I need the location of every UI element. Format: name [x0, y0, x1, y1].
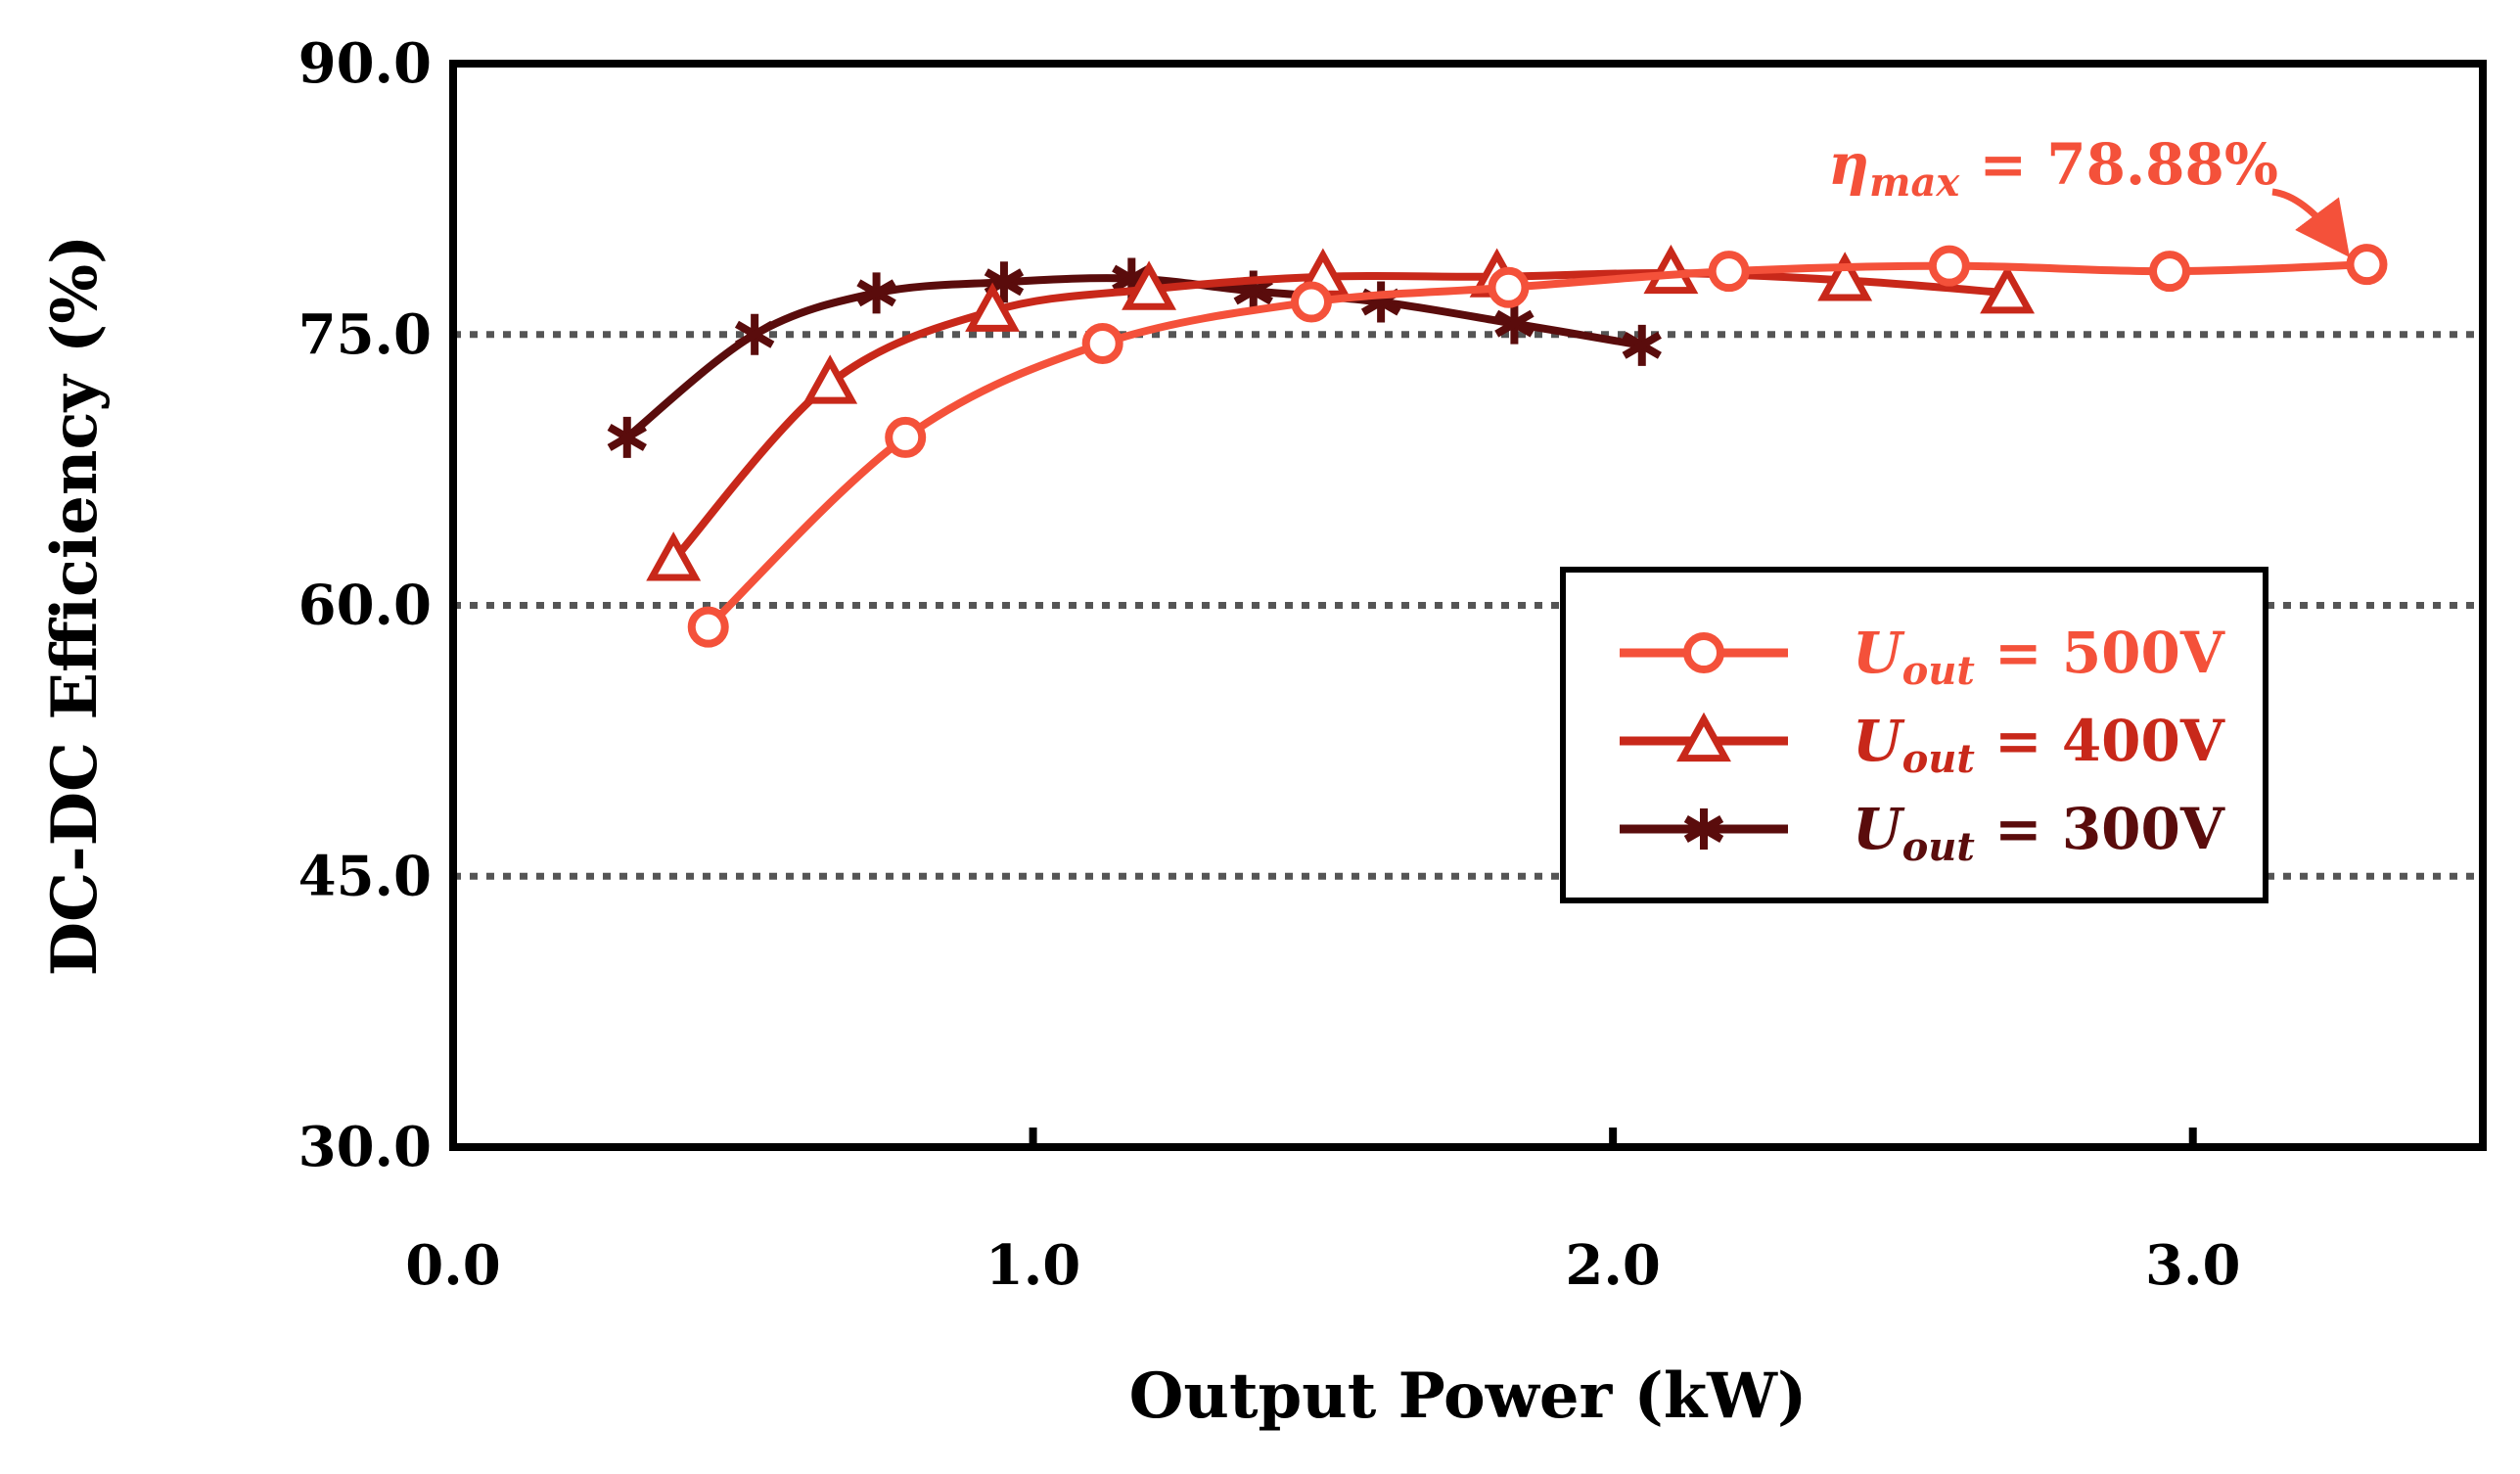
legend-marker — [1683, 808, 1724, 850]
x-tick-label: 3.0 — [2145, 1233, 2240, 1298]
data-point — [687, 606, 729, 648]
data-point — [1708, 251, 1750, 293]
y-tick-label: 90.0 — [298, 31, 432, 96]
series-line — [670, 268, 2008, 564]
y-axis-label: DC-DC Efficiency (%) — [38, 235, 112, 977]
axis-ticks: 30.0 45.0 60.0 75.0 90.0 0.0 1.0 2.0 3.0 — [298, 31, 2241, 1298]
data-point — [1817, 252, 1873, 301]
data-point — [1622, 324, 1662, 366]
y-tick-label: 45.0 — [298, 844, 432, 908]
data-point — [734, 313, 775, 355]
legend-label: Uout = 300V — [1853, 796, 2225, 870]
data-point — [856, 272, 896, 314]
x-tick-label: 1.0 — [985, 1233, 1080, 1298]
data-point — [965, 282, 1021, 332]
plot-area-frame — [449, 60, 2487, 1151]
data-point — [646, 531, 702, 581]
data-point — [1980, 264, 2036, 314]
annotation-arrow — [2271, 188, 2351, 257]
legend-label: Uout = 500V — [1853, 620, 2225, 694]
x-axis-label: Output Power (kW) — [1129, 1359, 1808, 1433]
legend-marker — [1683, 632, 1724, 673]
y-tick-label: 60.0 — [298, 574, 432, 638]
legend: Uout = 500V Uout = 400V Uout = 300V — [1560, 567, 2268, 903]
data-point — [607, 416, 647, 458]
legend-entry: Uout = 400V — [1620, 708, 2225, 782]
data-point — [2346, 244, 2388, 286]
legend-box — [1560, 567, 2268, 903]
y-tick-label: 75.0 — [298, 302, 432, 367]
annotation-label: ηmax = 78.88% — [1828, 131, 2278, 206]
gridlines — [453, 331, 2483, 880]
data-point — [1291, 281, 1333, 323]
legend-entry: Uout = 500V — [1620, 620, 2225, 694]
legend-label: Uout = 400V — [1853, 708, 2225, 782]
data-point — [2149, 251, 2191, 293]
data-point — [1494, 302, 1535, 345]
data-point — [1928, 245, 1970, 287]
data-point — [885, 416, 927, 458]
x-tick-label: 0.0 — [405, 1233, 500, 1298]
data-point — [1122, 260, 1177, 310]
x-tick-label: 2.0 — [1565, 1233, 1660, 1298]
y-tick-label: 30.0 — [298, 1115, 432, 1179]
max-efficiency-annotation: ηmax = 78.88% — [1828, 131, 2351, 257]
series-1 — [687, 244, 2388, 648]
data-point — [1488, 266, 1530, 308]
data-point — [802, 354, 858, 404]
data-point — [1081, 322, 1123, 364]
series-3 — [607, 257, 1662, 458]
legend-marker — [1676, 712, 1731, 762]
series-layer — [607, 244, 2388, 648]
legend-entry: Uout = 300V — [1620, 796, 2225, 870]
